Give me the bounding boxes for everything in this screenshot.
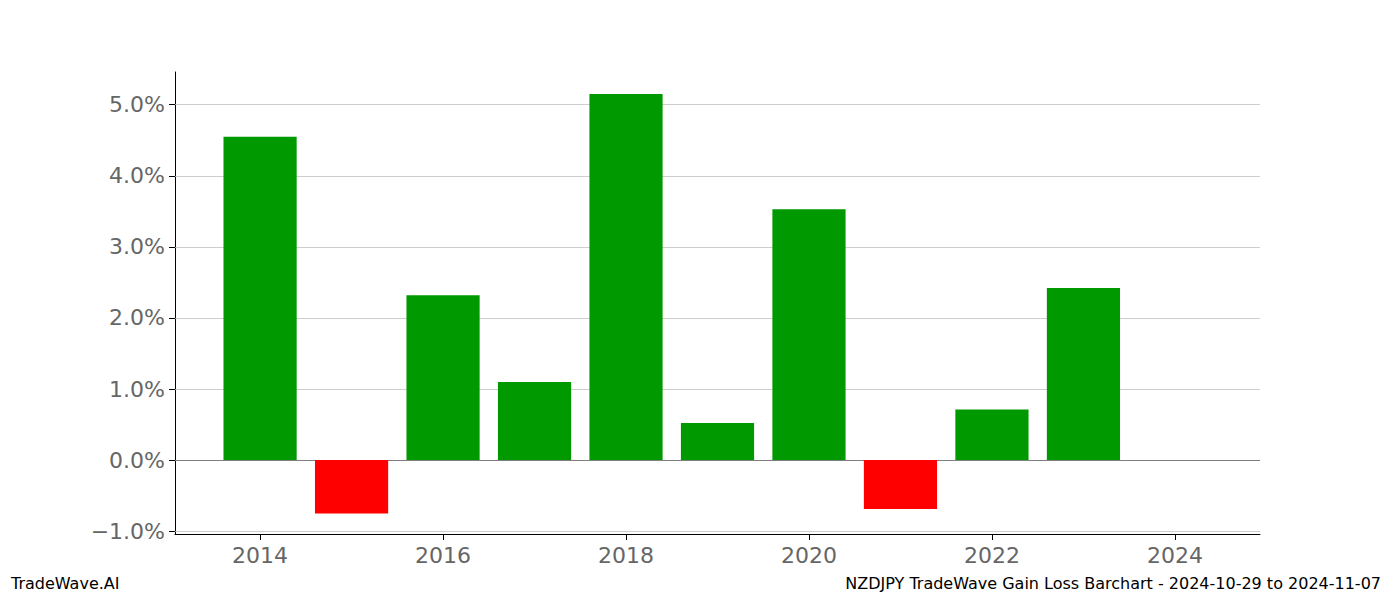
svg-text:2.0%: 2.0% [109, 305, 165, 330]
svg-text:−1.0%: −1.0% [91, 519, 165, 544]
svg-text:2020: 2020 [781, 543, 837, 568]
svg-text:2016: 2016 [415, 543, 471, 568]
svg-text:2024: 2024 [1147, 543, 1203, 568]
svg-text:4.0%: 4.0% [109, 163, 165, 188]
svg-text:3.0%: 3.0% [109, 234, 165, 259]
svg-text:5.0%: 5.0% [109, 92, 165, 117]
svg-text:1.0%: 1.0% [109, 377, 165, 402]
svg-text:TradeWave.AI: TradeWave.AI [10, 574, 119, 593]
svg-text:2022: 2022 [964, 543, 1020, 568]
svg-text:0.0%: 0.0% [109, 448, 165, 473]
svg-text:2018: 2018 [598, 543, 654, 568]
svg-text:2014: 2014 [232, 543, 288, 568]
svg-text:NZDJPY TradeWave Gain Loss Bar: NZDJPY TradeWave Gain Loss Barchart - 20… [845, 574, 1381, 593]
